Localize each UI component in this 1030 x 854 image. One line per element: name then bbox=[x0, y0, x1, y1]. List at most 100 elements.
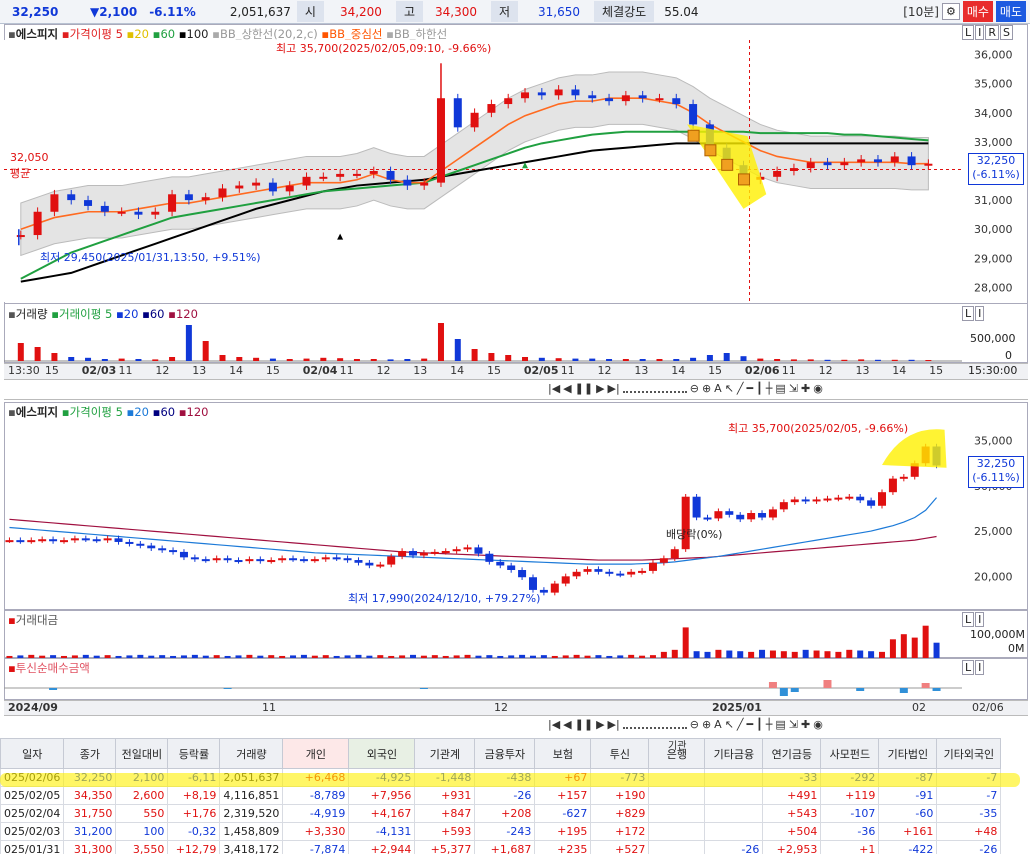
volume-bar bbox=[169, 357, 176, 361]
daily-pause-icon[interactable]: ❚❚ bbox=[574, 718, 594, 731]
amount-bar bbox=[93, 655, 100, 658]
daily-next-icon[interactable]: ▶ bbox=[596, 718, 605, 731]
vline-tool-icon[interactable]: ┃ bbox=[756, 382, 763, 395]
table-row[interactable]: 025/02/05 34,350 2,600 +8,19 4,116,851 -8,789… bbox=[0, 786, 1002, 805]
column-header[interactable]: 연기금등 bbox=[762, 738, 822, 769]
daily-hline-tool-icon[interactable]: ━ bbox=[746, 718, 754, 731]
column-header[interactable]: 보험 bbox=[534, 738, 592, 769]
gear-icon[interactable]: ⚙ bbox=[941, 3, 960, 20]
column-header[interactable]: 기타법인 bbox=[878, 738, 938, 769]
amount-axis-top: 100,000M bbox=[970, 628, 1025, 641]
buy-button[interactable]: 매수 bbox=[962, 1, 993, 22]
column-header[interactable]: 외국인 bbox=[348, 738, 416, 769]
daily-line-tool-icon[interactable]: ╱ bbox=[736, 718, 744, 731]
candle-body bbox=[571, 89, 580, 96]
eye-tool-icon[interactable]: ◉ bbox=[813, 382, 823, 395]
amount-bar bbox=[442, 655, 449, 658]
volume-bar bbox=[572, 358, 579, 361]
column-header[interactable]: 종가 bbox=[63, 738, 117, 769]
daily-drag-tool-icon[interactable]: ⇲ bbox=[788, 718, 799, 731]
table-row[interactable]: 025/02/03 31,200 100 -0,32 1,458,809 +3,330 -4… bbox=[0, 822, 1002, 841]
daily-cross-tool-icon[interactable]: ┼ bbox=[765, 718, 773, 731]
corner-l-button[interactable]: L bbox=[962, 25, 975, 40]
daily-scroll-slider[interactable] bbox=[622, 721, 687, 729]
daily-candle-body bbox=[845, 496, 854, 499]
amount-bar bbox=[824, 651, 831, 658]
daily-chart-tool-icon[interactable]: ▤ bbox=[775, 718, 786, 731]
daily-eye-tool-icon[interactable]: ◉ bbox=[813, 718, 823, 731]
cursor-tool-icon[interactable]: ↖ bbox=[724, 382, 734, 395]
candle-body bbox=[521, 92, 530, 99]
scroll-slider[interactable] bbox=[622, 385, 687, 393]
hline-tool-icon[interactable]: ━ bbox=[746, 382, 754, 395]
daily-last-icon[interactable]: ▶| bbox=[607, 718, 620, 731]
table-row[interactable]: 025/02/04 31,750 550 +1,76 2,319,520 -4,919 +4… bbox=[0, 804, 1002, 823]
corner-r-button[interactable]: R bbox=[985, 25, 1000, 40]
column-header[interactable]: 등락률 bbox=[167, 738, 221, 769]
daily-first-icon[interactable]: |◀ bbox=[548, 718, 561, 731]
inst-corner-l-button[interactable]: L bbox=[962, 660, 975, 675]
table-cell: -26 bbox=[474, 786, 536, 805]
table-cell: +491 bbox=[762, 786, 822, 805]
sell-button[interactable]: 매도 bbox=[995, 1, 1026, 22]
prev-icon[interactable]: ◀ bbox=[563, 382, 572, 395]
daily-text-tool-icon[interactable]: A bbox=[714, 718, 722, 731]
next-icon[interactable]: ▶ bbox=[596, 382, 605, 395]
volume-bar bbox=[286, 359, 293, 361]
column-header[interactable]: 은행 bbox=[648, 738, 706, 769]
table-cell: +157 bbox=[534, 786, 592, 805]
table-row[interactable]: 025/01/31 31,300 3,550 +12,79 3,418,172 -7,87… bbox=[0, 840, 1002, 854]
daily-time-axis bbox=[4, 700, 1028, 716]
measure-tool-icon[interactable]: ✚ bbox=[801, 382, 811, 395]
zoom-out-icon[interactable]: ⊖ bbox=[689, 382, 699, 395]
column-header[interactable]: 기타외국인 bbox=[936, 738, 1002, 769]
column-header[interactable]: 투신 bbox=[590, 738, 650, 769]
daily-zoom-in-icon[interactable]: ⊕ bbox=[701, 718, 712, 731]
chart-tool-icon[interactable]: ▤ bbox=[775, 382, 786, 395]
avg-price-label: 32,050 bbox=[10, 151, 49, 164]
vol-corner-i-button[interactable]: I bbox=[975, 306, 985, 321]
interval-label[interactable]: [10분] bbox=[903, 5, 939, 19]
corner-s-button[interactable]: S bbox=[1000, 25, 1014, 40]
column-header[interactable]: 기타금융 bbox=[704, 738, 764, 769]
daily-candle-body bbox=[681, 496, 690, 550]
x-tick-label: 15 bbox=[487, 364, 501, 377]
daily-ma60-line bbox=[9, 497, 938, 565]
column-header[interactable]: 전일대비 bbox=[115, 738, 169, 769]
amount-bar bbox=[71, 655, 78, 658]
drag-tool-icon[interactable]: ⇲ bbox=[788, 382, 799, 395]
daily-tick-2025-01: 2025/01 bbox=[712, 701, 762, 714]
amount-bar bbox=[28, 654, 35, 658]
column-header[interactable]: 사모펀드 bbox=[820, 738, 880, 769]
zoom-in-icon[interactable]: ⊕ bbox=[701, 382, 712, 395]
column-header[interactable]: 거래량 bbox=[219, 738, 284, 769]
line-tool-icon[interactable]: ╱ bbox=[736, 382, 744, 395]
pause-icon[interactable]: ❚❚ bbox=[574, 382, 594, 395]
amount-bar bbox=[933, 642, 940, 658]
column-header[interactable]: 금융투자 bbox=[474, 738, 536, 769]
cross-tool-icon[interactable]: ┼ bbox=[765, 382, 773, 395]
candle-body bbox=[554, 89, 563, 96]
first-icon[interactable]: |◀ bbox=[548, 382, 561, 395]
daily-measure-tool-icon[interactable]: ✚ bbox=[801, 718, 811, 731]
corner-i-button[interactable]: I bbox=[975, 25, 985, 40]
daily-cursor-tool-icon[interactable]: ↖ bbox=[724, 718, 734, 731]
intraday-candle-chart[interactable]: 28,00029,00030,00031,00032,00033,00034,0… bbox=[4, 40, 1028, 302]
column-header[interactable]: 기관계 bbox=[414, 738, 476, 769]
daily-prev-icon[interactable]: ◀ bbox=[563, 718, 572, 731]
amount-corner-i-button[interactable]: I bbox=[975, 612, 985, 627]
column-header[interactable]: 일자 bbox=[0, 738, 65, 769]
daily-zoom-out-icon[interactable]: ⊖ bbox=[689, 718, 699, 731]
inst-corner-i-button[interactable]: I bbox=[975, 660, 985, 675]
daily-vline-tool-icon[interactable]: ┃ bbox=[756, 718, 763, 731]
last-icon[interactable]: ▶| bbox=[607, 382, 620, 395]
vol-corner-l-button[interactable]: L bbox=[962, 306, 975, 321]
amount-bar bbox=[595, 655, 602, 658]
text-tool-icon[interactable]: A bbox=[714, 382, 722, 395]
volume-ma-label: 거래이평 bbox=[59, 307, 102, 321]
candle-body bbox=[789, 168, 798, 171]
column-header[interactable]: 개인 bbox=[282, 738, 350, 769]
amount-corner-l-button[interactable]: L bbox=[962, 612, 975, 627]
daily-candle-body bbox=[878, 492, 887, 506]
